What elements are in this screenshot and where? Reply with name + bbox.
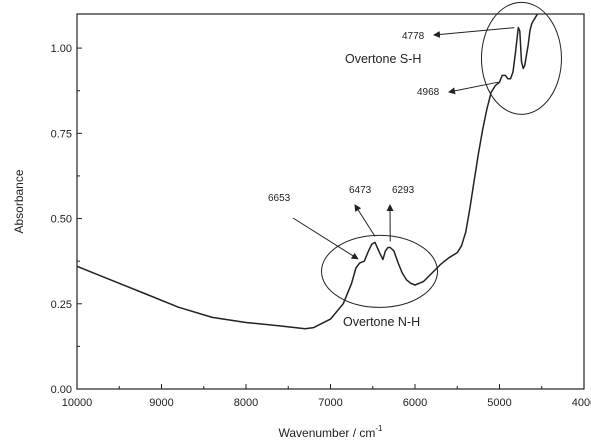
region-label-overtone-s-h: Overtone S-H [345,52,421,66]
region-label-overtone-n-h: Overtone N-H [343,315,420,329]
peak-arrow-6473 [354,204,376,237]
plot-frame [76,13,585,390]
x-axis-title: Wavenumber / cm-1 [278,424,383,440]
y-tick-label: 0.75 [51,128,72,140]
region-ellipse-overtone-s-h [480,1,562,115]
series-layer [77,14,539,330]
axes [76,13,585,390]
absorbance-series-line [77,14,539,330]
y-tick-label: 0.50 [51,214,72,226]
peak-label-6473: 6473 [349,185,372,196]
x-tick-label: 7000 [318,397,342,409]
peak-label-6653: 6653 [268,193,291,204]
annotations: 6653 6473 6293 4778 4968 Overtone N-H Overtone… [268,1,562,329]
x-tick-label: 10000 [62,397,93,409]
peak-label-4778: 4778 [402,31,425,42]
x-tick-label: 5000 [487,397,511,409]
peak-arrow-4778 [433,27,515,38]
y-tick-label: 0.00 [51,384,72,396]
peak-label-4968: 4968 [417,87,440,98]
peak-label-6293: 6293 [392,185,415,196]
peak-arrow-6653 [292,217,359,260]
peak-arrow-4968 [448,81,499,95]
axis-titles: Wavenumber / cm-1 Absorbance [12,169,383,440]
y-tick-label: 1.00 [51,43,72,55]
y-tick-label: 0.25 [51,299,72,311]
x-tick-label: 6000 [403,397,427,409]
x-tick-label: 9000 [149,397,173,409]
y-axis-title: Absorbance [12,169,26,233]
region-ellipse-overtone-n-h [321,234,439,308]
x-tick-label: 8000 [234,397,258,409]
